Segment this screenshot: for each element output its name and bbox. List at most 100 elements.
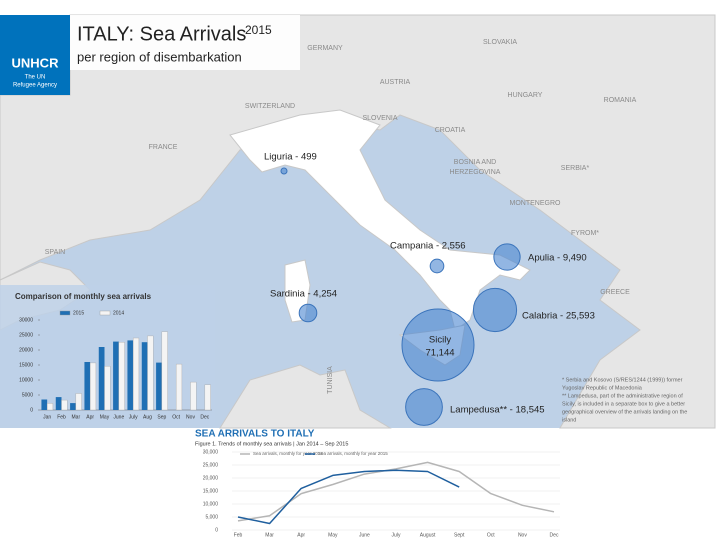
- y-tick-label: 15000: [19, 362, 33, 368]
- x-tick-label: June: [113, 414, 124, 420]
- y-tick-label: 30,000: [203, 449, 219, 455]
- legend-label: Sea arrivals, monthly for year 2014: [253, 451, 323, 456]
- y-tick-label: 20000: [19, 347, 33, 353]
- y-tick-label: 10,000: [203, 501, 219, 507]
- x-tick-label: Apr: [297, 532, 305, 538]
- x-tick-label: Aug: [143, 414, 152, 420]
- bar: [55, 397, 62, 410]
- region-label: Campania - 2,556: [390, 241, 466, 252]
- x-tick-label: Oct: [487, 532, 495, 538]
- country-label: FRANCE: [149, 144, 178, 151]
- bar: [89, 362, 97, 411]
- bar: [175, 363, 183, 411]
- country-label: HUNGARY: [508, 92, 543, 99]
- logo-box: [0, 15, 70, 95]
- region-label: Liguria - 499: [264, 152, 317, 163]
- x-tick-label: Mar: [72, 414, 81, 420]
- y-tick-label: 25000: [19, 332, 33, 338]
- x-tick-label: Nov: [518, 532, 527, 538]
- bar: [98, 347, 105, 410]
- title-year: 2015: [245, 23, 272, 37]
- y-tick-label: 5000: [22, 392, 33, 398]
- x-tick-label: May: [100, 414, 110, 420]
- y-tick-label: 0: [215, 527, 218, 533]
- bar: [127, 340, 134, 410]
- country-label: SLOVAKIA: [483, 39, 517, 46]
- x-tick-label: Mar: [265, 532, 274, 538]
- country-label: CROATIA: [435, 127, 466, 134]
- footnote: island: [562, 417, 576, 423]
- footnote: * Serbia and Kosovo (S/RES/1244 (1999)) …: [562, 377, 683, 383]
- bar: [156, 362, 162, 410]
- country-label: GERMANY: [307, 45, 343, 52]
- bar: [104, 366, 111, 411]
- country-label: SERBIA*: [561, 165, 590, 172]
- y-tick-label: 15,000: [203, 488, 219, 494]
- region-label: Lampedusa** - 18,545: [450, 405, 545, 416]
- region-label: Sardinia - 4,254: [270, 289, 337, 300]
- bar: [70, 403, 76, 410]
- country-label: BOSNIA AND: [454, 159, 496, 166]
- x-tick-label: June: [359, 532, 370, 538]
- country-label: FYROM*: [571, 230, 599, 237]
- bar: [204, 384, 211, 411]
- country-label: ROMANIA: [604, 97, 637, 104]
- x-tick-label: July: [392, 532, 401, 538]
- country-label: TUNISIA: [327, 366, 334, 394]
- italy: [229, 109, 531, 331]
- region-label: Sicily: [429, 335, 451, 346]
- legend-label: 2014: [113, 310, 124, 316]
- footnote: Yugoslav Republic of Macedonia: [562, 385, 643, 391]
- x-tick-label: May: [328, 532, 338, 538]
- x-tick-label: Oct: [172, 414, 180, 420]
- region-bubble: [280, 167, 288, 175]
- region-bubble: [429, 258, 445, 274]
- chart-title: SEA ARRIVALS TO ITALY: [195, 429, 315, 440]
- country-label: SWITZERLAND: [245, 103, 295, 110]
- bar: [161, 331, 168, 411]
- region-bubble: [472, 287, 518, 333]
- country-label: SLOVENIA: [362, 115, 397, 122]
- footnote: geographical overview of the arrivals la…: [562, 409, 687, 415]
- bar: [84, 362, 91, 410]
- bar: [147, 335, 154, 411]
- x-tick-label: Nov: [186, 414, 195, 420]
- region-bubble: [405, 388, 443, 426]
- logo-tagline: Refugee Agency: [13, 83, 57, 89]
- country-label: AUSTRIA: [380, 79, 411, 86]
- x-tick-label: Sept: [454, 532, 465, 538]
- title: ITALY: Sea Arrivals: [77, 23, 246, 45]
- bar: [141, 342, 148, 410]
- subtitle: per region of disembarkation: [77, 49, 242, 64]
- y-tick-label: 30000: [19, 317, 33, 323]
- y-tick-label: 25,000: [203, 462, 219, 468]
- bar: [190, 381, 197, 411]
- legend-label: Sea arrivals, monthly for year 2015: [318, 451, 388, 456]
- bar: [118, 342, 125, 411]
- mainland: [0, 14, 716, 429]
- y-tick-label: 20,000: [203, 475, 219, 481]
- x-tick-label: July: [129, 414, 138, 420]
- legend-label: 2015: [73, 310, 84, 316]
- country-label: GREECE: [600, 289, 630, 296]
- region-bubble: [493, 243, 521, 271]
- footnote: ** Lampedusa, part of the administrative…: [562, 393, 683, 399]
- x-tick-label: Dec: [200, 414, 209, 420]
- series-line: [237, 469, 460, 525]
- bar: [113, 341, 119, 410]
- x-tick-label: Feb: [57, 414, 66, 420]
- series-line: [237, 461, 555, 522]
- region-bubble: [298, 303, 318, 323]
- y-tick-label: 0: [30, 407, 33, 413]
- bar: [132, 337, 140, 411]
- x-tick-label: Jan: [43, 414, 51, 420]
- legend-swatch: [59, 310, 71, 316]
- chart-title: Comparison of monthly sea arrivals: [15, 292, 152, 301]
- bar: [41, 399, 48, 410]
- bar: [75, 393, 82, 411]
- x-tick-label: Dec: [550, 532, 559, 538]
- logo-text: UNHCR: [12, 55, 60, 70]
- north-africa: [219, 364, 392, 429]
- region-bubble: [401, 308, 475, 382]
